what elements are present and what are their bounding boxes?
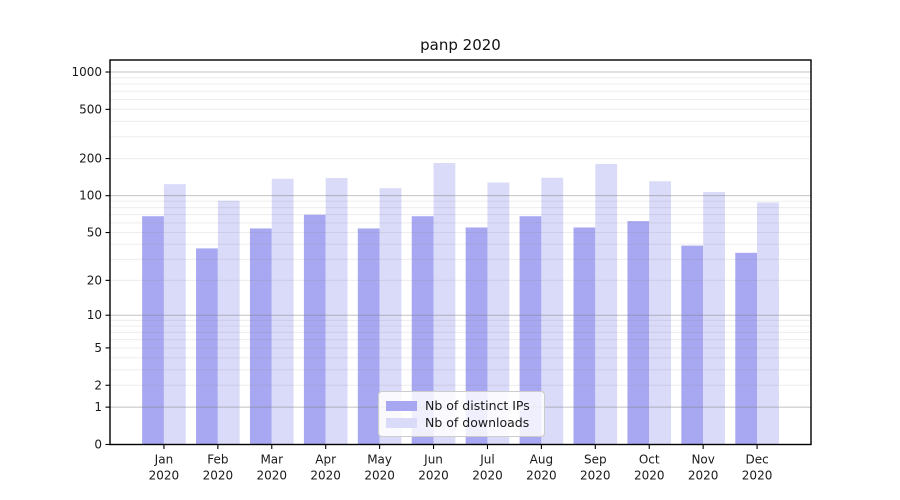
y-tick-label-0: 0 bbox=[94, 438, 102, 452]
y-tick-label-1000: 1000 bbox=[71, 65, 102, 79]
bar-nov-nb-of-distinct-ips bbox=[681, 245, 704, 445]
y-tick-label-5: 5 bbox=[94, 341, 102, 355]
bar-feb-nb-of-distinct-ips bbox=[196, 248, 218, 445]
y-tick-label-20: 20 bbox=[87, 273, 102, 287]
x-tick-label-dec: Dec 2020 bbox=[742, 453, 773, 483]
bar-dec-nb-of-downloads bbox=[757, 202, 779, 445]
bar-mar-nb-of-downloads bbox=[271, 178, 294, 445]
bar-nov-nb-of-downloads bbox=[703, 192, 725, 445]
bar-aug-nb-of-downloads bbox=[541, 177, 564, 445]
bar-oct-nb-of-downloads bbox=[649, 181, 672, 445]
x-tick-label-mar: Mar 2020 bbox=[256, 453, 287, 483]
x-tick-label-nov: Nov 2020 bbox=[688, 453, 719, 483]
bar-jan-nb-of-distinct-ips bbox=[142, 216, 164, 445]
y-tick-label-200: 200 bbox=[79, 152, 102, 166]
x-tick-label-sep: Sep 2020 bbox=[580, 453, 611, 483]
chart-legend: Nb of distinct IPs Nb of downloads bbox=[378, 391, 545, 437]
plot-frame bbox=[109, 59, 812, 446]
x-tick-label-feb: Feb 2020 bbox=[203, 453, 234, 483]
legend-swatch-downloads bbox=[386, 417, 417, 428]
bar-jun-nb-of-distinct-ips bbox=[411, 216, 434, 445]
x-tick-label-jan: Jan 2020 bbox=[149, 453, 180, 483]
x-tick-label-jul: Jul 2020 bbox=[472, 453, 503, 483]
bar-aug-nb-of-distinct-ips bbox=[519, 216, 542, 445]
y-tick-label-2: 2 bbox=[94, 378, 102, 392]
y-tick-label-500: 500 bbox=[79, 102, 102, 116]
legend-label-distinct-ips: Nb of distinct IPs bbox=[425, 398, 530, 413]
x-tick-label-aug: Aug 2020 bbox=[526, 453, 557, 483]
legend-item-downloads: Nb of downloads bbox=[386, 414, 536, 431]
bar-may-nb-of-distinct-ips bbox=[357, 228, 380, 445]
x-tick-label-may: May 2020 bbox=[364, 453, 395, 483]
bar-dec-nb-of-distinct-ips bbox=[735, 252, 758, 445]
x-tick-label-oct: Oct 2020 bbox=[634, 453, 665, 483]
bar-feb-nb-of-downloads bbox=[217, 200, 240, 445]
bar-sep-nb-of-downloads bbox=[595, 163, 618, 445]
bar-mar-nb-of-distinct-ips bbox=[249, 228, 272, 445]
bar-jun-nb-of-downloads bbox=[433, 163, 456, 445]
chart-title: panp 2020 bbox=[420, 36, 501, 54]
x-tick-label-apr: Apr 2020 bbox=[310, 453, 341, 483]
bar-jul-nb-of-distinct-ips bbox=[465, 227, 488, 445]
bar-may-nb-of-downloads bbox=[379, 188, 402, 445]
legend-label-downloads: Nb of downloads bbox=[425, 415, 530, 430]
bar-jul-nb-of-downloads bbox=[487, 182, 510, 445]
bar-sep-nb-of-distinct-ips bbox=[573, 227, 596, 445]
bar-apr-nb-of-distinct-ips bbox=[303, 214, 326, 445]
bar-jan-nb-of-downloads bbox=[163, 184, 186, 445]
bar-apr-nb-of-downloads bbox=[325, 178, 348, 445]
legend-swatch-distinct-ips bbox=[386, 400, 417, 411]
y-tick-label-50: 50 bbox=[87, 226, 102, 240]
y-tick-label-10: 10 bbox=[87, 308, 102, 322]
x-tick-label-jun: Jun 2020 bbox=[418, 453, 449, 483]
y-tick-label-1: 1 bbox=[94, 400, 102, 414]
bar-oct-nb-of-distinct-ips bbox=[627, 221, 650, 445]
y-tick-label-100: 100 bbox=[79, 189, 102, 203]
legend-item-distinct-ips: Nb of distinct IPs bbox=[386, 397, 536, 414]
